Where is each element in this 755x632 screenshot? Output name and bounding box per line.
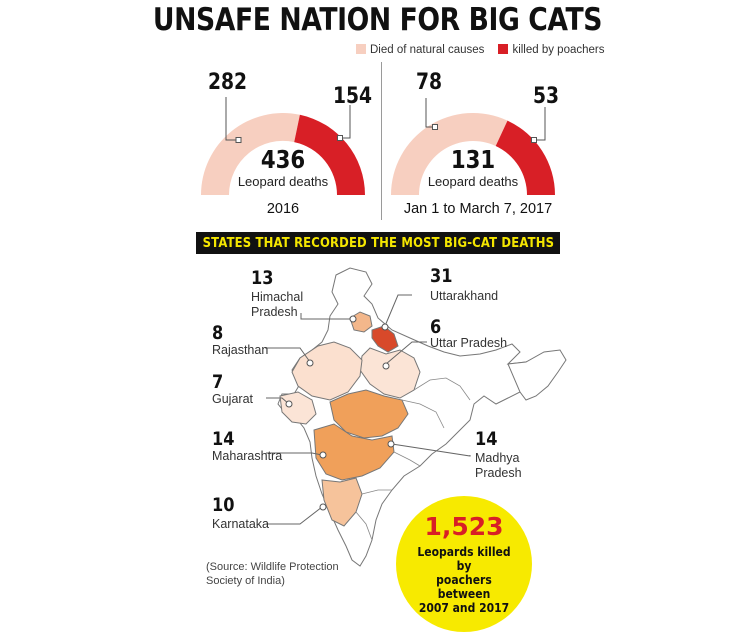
gauge-2017-poached-value: 53 (533, 84, 560, 109)
gauge-2017-poached-leader (536, 107, 546, 141)
gauge-2017-natural-arc (391, 112, 508, 195)
rajasthan-region (291, 341, 363, 401)
india-map (265, 267, 567, 567)
state-count-gujarat: 7 (212, 371, 224, 393)
state-count-rajasthan: 8 (212, 322, 224, 344)
karnataka-region (321, 477, 363, 527)
gauge-2016-poached-leader (341, 105, 351, 139)
gauge-2016-period: 2016 (266, 201, 300, 217)
source-line1: (Source: Wildlife Protection (206, 561, 339, 573)
legend-poached-label: killed by poachers (512, 44, 605, 56)
state-name-uttarakhand: Uttarakhand (430, 289, 499, 303)
highlight-number: 1,523 (424, 512, 504, 541)
gujarat-region (279, 391, 317, 425)
state-count-uttarakhand: 31 (430, 265, 453, 287)
source-line2: Society of India) (206, 575, 285, 587)
state-name-himachal-line1: Himachal (251, 290, 304, 304)
page-title: UNSAFE NATION FOR BIG CATS (152, 2, 603, 38)
highlight-text-line3: 2007 and 2017 (418, 601, 510, 615)
gauge-divider (381, 62, 382, 220)
gauge-2017-poached-arc (495, 120, 555, 195)
state-markers (285, 315, 395, 511)
gauge-2016-total: 436 (260, 145, 306, 174)
legend-poached: killed by poachers (498, 44, 605, 56)
gauge-2017-natural-leader (425, 98, 434, 128)
madhyapradesh-region (329, 389, 409, 439)
state-name-gujarat: Gujarat (212, 392, 253, 406)
gauge-2016-natural-arc (201, 113, 300, 195)
gauge-2017-period: Jan 1 to March 7, 2017 (403, 201, 553, 217)
gauge-2017-total-label: Leopard deaths (427, 174, 519, 189)
state-name-rajasthan: Rajasthan (212, 343, 269, 357)
state-name-madhyapradesh: Madhya Pradesh (475, 451, 522, 481)
legend: Died of natural causes killed by poacher… (356, 44, 605, 56)
gauge-2016-poached-arc (294, 114, 365, 195)
state-name-himachal: Himachal Pradesh (251, 290, 303, 320)
poached-swatch-icon (498, 44, 509, 54)
gauge-2017-total: 131 (450, 145, 496, 174)
state-name-madhyapradesh-line1: Madhya (475, 451, 520, 465)
source-note: (Source: Wildlife Protection Society of I… (206, 560, 339, 588)
state-name-karnataka: Karnataka (212, 517, 269, 531)
state-name-madhyapradesh-line2: Pradesh (475, 466, 522, 480)
highlight-text-line1: Leopards killed by (417, 545, 511, 573)
highlight-text: Leopards killed by poachers between 2007… (414, 545, 515, 615)
section-banner-text: STATES THAT RECORDED THE MOST BIG-CAT DE… (202, 235, 554, 251)
state-leaders (265, 294, 471, 525)
internal-borders (355, 377, 471, 541)
legend-natural: Died of natural causes (356, 44, 484, 56)
maharashtra-region (313, 423, 395, 481)
state-count-karnataka: 10 (212, 494, 235, 516)
state-count-uttarpradesh: 6 (430, 316, 442, 338)
state-name-maharashtra: Maharashtra (212, 449, 283, 463)
gauges-graphic (201, 97, 555, 195)
gauge-2017-natural-value: 78 (416, 70, 443, 95)
section-banner: STATES THAT RECORDED THE MOST BIG-CAT DE… (196, 232, 560, 254)
legend-natural-label: Died of natural causes (370, 44, 485, 56)
state-count-maharashtra: 14 (212, 428, 235, 450)
northeast-outline (507, 349, 567, 401)
gauge-2016-poached-value: 154 (333, 84, 373, 109)
gauge-2016-total-label: Leopard deaths (237, 174, 329, 189)
state-count-himachal: 13 (251, 267, 274, 289)
gauge-2016-natural-value: 282 (208, 70, 248, 95)
state-name-himachal-line2: Pradesh (251, 305, 298, 319)
gauge-2016-natural-leader (225, 97, 238, 141)
state-name-uttarpradesh: Uttar Pradesh (430, 336, 508, 350)
natural-swatch-icon (356, 44, 366, 54)
state-count-madhyapradesh: 14 (475, 428, 498, 450)
